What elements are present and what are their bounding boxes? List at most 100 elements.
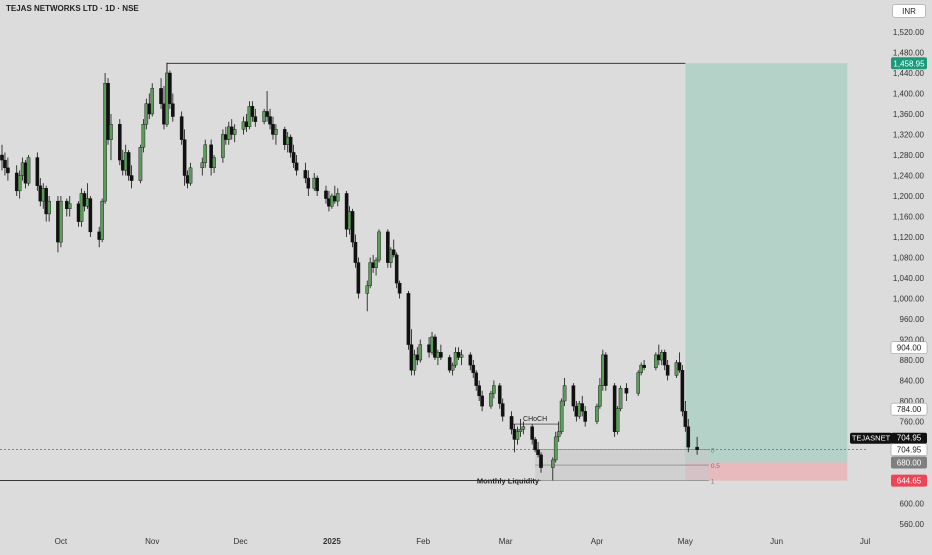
price-badge-784: 784.00 xyxy=(897,405,922,414)
candle-down xyxy=(229,126,234,135)
candle-down xyxy=(6,167,10,174)
candle-up xyxy=(450,364,455,371)
candle-down xyxy=(268,116,272,125)
candle-down xyxy=(315,177,319,192)
target-price-badge-bg xyxy=(891,57,927,70)
candle-up xyxy=(200,162,205,169)
y-tick-label: 960.00 xyxy=(900,315,925,324)
monthly-liquidity-label: Monthly Liquidity xyxy=(477,476,540,485)
candle-up xyxy=(100,200,104,240)
candle-down xyxy=(433,336,437,358)
candle-up xyxy=(674,362,679,376)
y-tick-label: 1,080.00 xyxy=(893,254,925,263)
last-price-badge: 704.95 xyxy=(897,434,922,443)
candle-up xyxy=(639,364,643,374)
candle-down xyxy=(574,405,579,417)
currency-button[interactable]: INR xyxy=(892,4,926,18)
candle-down xyxy=(271,124,275,135)
price-badge-784-bg xyxy=(890,402,928,416)
candle-up xyxy=(285,136,290,145)
y-tick-label: 1,520.00 xyxy=(893,28,925,37)
candle-up xyxy=(141,124,146,148)
candle-up xyxy=(188,167,193,184)
candle-down xyxy=(474,372,479,386)
x-tick-label: May xyxy=(678,537,693,546)
candle-up xyxy=(103,83,107,202)
x-tick-label: Nov xyxy=(145,537,159,546)
candle-down xyxy=(129,175,134,181)
candle-down xyxy=(14,172,19,192)
candle-down xyxy=(159,88,163,104)
y-tick-label: 1,120.00 xyxy=(893,233,925,242)
candle-down xyxy=(23,162,28,184)
y-tick-label: 1,200.00 xyxy=(893,192,925,201)
candle-down xyxy=(97,231,101,240)
candle-up xyxy=(492,385,496,394)
y-tick-label: 1,480.00 xyxy=(893,49,925,58)
candle-down xyxy=(171,103,175,117)
candle-up xyxy=(418,344,423,361)
candle-up xyxy=(17,175,22,192)
y-tick-label: 1,280.00 xyxy=(893,151,925,160)
ticker-badge-bg xyxy=(850,432,892,444)
candle-up xyxy=(138,147,143,181)
candle-down xyxy=(35,157,40,186)
x-tick-label: Apr xyxy=(591,537,604,546)
candle-down xyxy=(147,103,152,115)
candle-down xyxy=(512,428,517,440)
candle-down xyxy=(397,282,402,294)
stop-price-badge: 644.65 xyxy=(897,477,922,486)
candle-down xyxy=(106,83,110,140)
candle-down xyxy=(533,439,537,450)
candle-down xyxy=(530,426,534,440)
price-badge-904: 904.00 xyxy=(897,344,922,353)
y-tick-label: 560.00 xyxy=(900,520,925,529)
candle-down xyxy=(250,106,255,117)
fib-label-1: 1 xyxy=(711,478,715,485)
candle-up xyxy=(347,211,352,230)
candle-down xyxy=(686,426,691,448)
stop-zone xyxy=(685,462,848,481)
candle-up xyxy=(203,144,208,163)
candle-up xyxy=(221,134,225,158)
candle-up xyxy=(165,72,169,125)
candle-down xyxy=(509,416,514,430)
stop-price-badge-bg xyxy=(891,474,927,487)
candle-down xyxy=(168,72,172,104)
candle-down xyxy=(665,364,670,376)
candle-down xyxy=(497,385,502,404)
candle-down xyxy=(695,446,699,450)
candle-up xyxy=(659,352,664,361)
candle-down xyxy=(680,370,685,412)
candle-up xyxy=(47,200,51,215)
candle-down xyxy=(683,411,688,427)
candle-down xyxy=(120,159,125,171)
candle-down xyxy=(439,352,443,358)
candle-up xyxy=(26,157,31,184)
candle-down xyxy=(344,193,349,230)
candle-down xyxy=(536,449,540,456)
fib-label-05: 0.5 xyxy=(711,463,720,470)
x-tick-label: Mar xyxy=(499,537,513,546)
y-tick-label: 1,360.00 xyxy=(893,110,925,119)
candle-down xyxy=(294,162,299,171)
candle-up xyxy=(436,352,440,358)
candle-down xyxy=(604,354,608,386)
candle-up xyxy=(144,103,149,125)
candle-down xyxy=(580,403,585,412)
candle-down xyxy=(477,385,481,397)
candle-down xyxy=(471,364,476,374)
y-tick-label: 1,400.00 xyxy=(893,90,925,99)
candle-down xyxy=(480,395,484,407)
candle-down xyxy=(415,354,420,361)
candle-up xyxy=(553,436,558,461)
candle-up xyxy=(515,431,520,440)
candle-down xyxy=(56,200,60,243)
candle-down xyxy=(76,203,81,222)
candle-down xyxy=(303,170,308,179)
target-price-badge: 1,458.95 xyxy=(893,59,925,68)
candle-up xyxy=(85,198,90,207)
candle-up xyxy=(109,124,113,140)
